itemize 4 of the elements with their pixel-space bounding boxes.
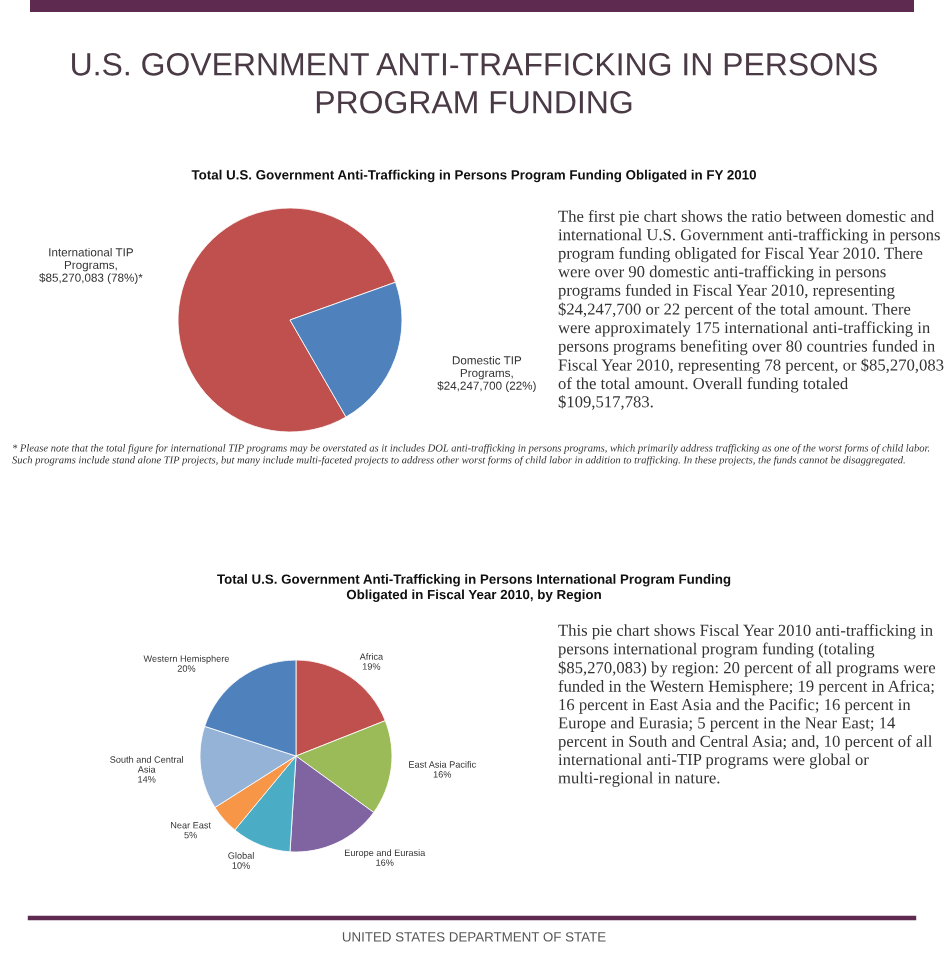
chart-title: U.S. GOVERNMENT ANTI-TRAFFICKING IN PERSONS PROGRAM FUNDING	[72, 53, 877, 114]
text: This pie chart shows Fiscal Year 2010 anti-trafficking in persons international program funding (totaling $85,270,083) by region: 20 percent of all programs were funded in the Western Hemisphere; 19 percent in Africa; 16 percent in East Asia and the Pacific; 16 percent in Europe and Eurasia; 5 percent in the Near East; 14 percent in South and Central Asia; and, 10 percent of all international anti-TIP programs were global or multi-regional in nature.	[558, 624, 936, 787]
pie-slice	[177, 207, 396, 433]
text: The first pie chart shows the ratio between domestic and international U.S. Government anti-trafficking in persons program funding obligated for Fiscal Year 2010. There were over 90 domestic anti-trafficking in persons programs funded in Fiscal Year 2010, representing $24,247,700 or 22 percent of the total amount. There were approximately 175 international anti-trafficking in persons programs benefiting over 80 countries funded in Fiscal Year 2010, representing 78 percent, or $85,270,083 of the total amount. Overall funding totaled $109,517,783.	[558, 210, 944, 410]
